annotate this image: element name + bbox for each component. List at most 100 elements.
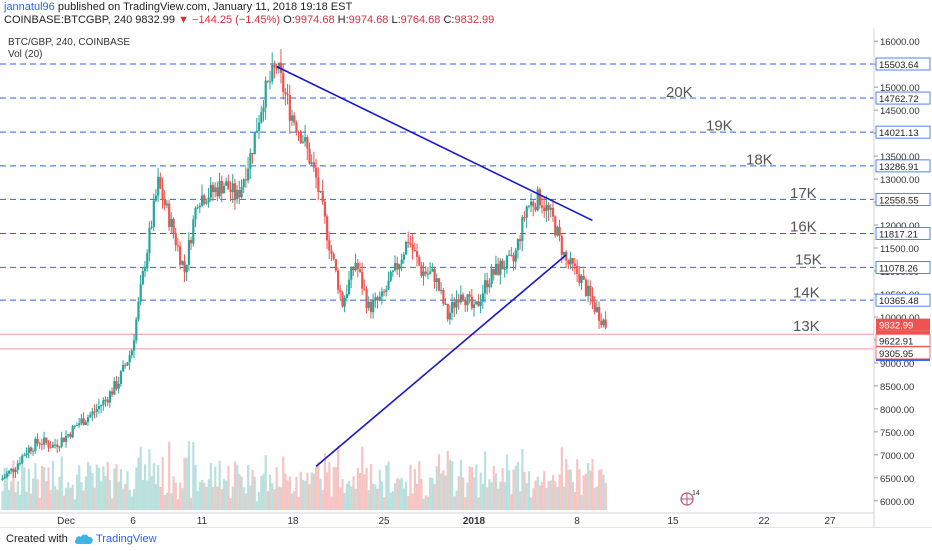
volume-bar bbox=[157, 465, 160, 510]
candle-body bbox=[317, 177, 320, 192]
volume-bar bbox=[326, 472, 329, 510]
volume-bar bbox=[602, 474, 605, 510]
candle-body bbox=[347, 279, 351, 295]
volume-bar bbox=[216, 486, 219, 510]
candle-body bbox=[273, 64, 276, 68]
author-link[interactable]: jannatul96 bbox=[4, 1, 55, 13]
close-label: C: bbox=[443, 14, 455, 26]
candle-body bbox=[231, 183, 234, 193]
tradingview-cloud-icon[interactable] bbox=[74, 532, 94, 546]
volume-bar bbox=[119, 469, 123, 510]
price-marker-tag bbox=[875, 333, 931, 347]
volume-bar bbox=[71, 484, 74, 510]
volume-bar bbox=[139, 446, 142, 510]
tradingview-brand[interactable]: TradingView bbox=[96, 533, 157, 545]
created-with-label: Created with bbox=[6, 533, 68, 545]
volume-bar bbox=[3, 467, 6, 510]
candle-body bbox=[532, 201, 535, 207]
volume-bar bbox=[600, 469, 603, 510]
volume-bar bbox=[18, 494, 22, 510]
candle-body bbox=[249, 153, 252, 169]
candle-body bbox=[593, 302, 596, 312]
candle-body bbox=[554, 216, 557, 236]
volume-bar bbox=[10, 481, 13, 510]
volume-bar bbox=[201, 479, 204, 510]
candle-body bbox=[497, 263, 500, 275]
candle-body bbox=[264, 80, 267, 108]
volume-bar bbox=[130, 496, 134, 510]
volume-bar bbox=[536, 476, 539, 510]
volume-bar bbox=[288, 476, 291, 510]
volume-bar bbox=[361, 446, 364, 510]
chart-header: jannatul96 published on TradingView.com,… bbox=[0, 0, 932, 28]
volume-bar bbox=[451, 461, 454, 510]
volume-bar bbox=[521, 448, 524, 510]
candle-body bbox=[242, 179, 245, 187]
volume-bar bbox=[106, 461, 109, 510]
candle-body bbox=[282, 73, 285, 93]
candle-body bbox=[523, 217, 526, 219]
volume-bar bbox=[165, 492, 169, 510]
candle-body bbox=[330, 250, 333, 254]
time-axis[interactable]: Dec 6 11 18 25 2018 8 15 22 27 bbox=[0, 512, 874, 527]
volume-bar bbox=[168, 441, 171, 510]
price-axis[interactable]: 6000.00 6500.00 7000.00 7500.00 8000.00 8500.… bbox=[873, 28, 932, 527]
candle-body bbox=[492, 268, 495, 275]
volume-bar bbox=[582, 475, 585, 510]
candle-body bbox=[247, 168, 250, 181]
price-chart[interactable]: 20K 19K 18K 17K 16K 15K 14K 13K 6000.00 6500.00 7… bbox=[0, 28, 932, 527]
flag-icon[interactable]: 14 bbox=[680, 490, 700, 506]
volume-bar bbox=[347, 481, 351, 510]
candle-body bbox=[429, 271, 432, 274]
volume-bar bbox=[181, 488, 184, 510]
candle-body bbox=[69, 434, 72, 438]
candle-body bbox=[385, 289, 388, 292]
volume-bar bbox=[179, 482, 182, 510]
candle-body bbox=[293, 115, 296, 123]
price-tick-label: 12000.00 bbox=[880, 221, 920, 232]
candle-body bbox=[411, 244, 414, 250]
volume-bar bbox=[220, 488, 223, 510]
volume-bar bbox=[266, 490, 270, 510]
volume-bar bbox=[170, 493, 173, 510]
candle-body bbox=[571, 258, 574, 264]
volume-bar bbox=[174, 482, 177, 510]
volume-bar bbox=[486, 487, 489, 510]
volume-bar bbox=[209, 462, 212, 510]
volume-bar bbox=[457, 476, 460, 510]
candle-body bbox=[584, 279, 588, 296]
volume-bar bbox=[196, 491, 199, 510]
level-price-tag bbox=[875, 91, 931, 105]
trendline-support[interactable] bbox=[315, 254, 567, 467]
candle-body bbox=[7, 470, 11, 474]
volume-bar bbox=[374, 484, 377, 510]
volume-bar bbox=[567, 469, 570, 510]
volume-bar bbox=[73, 499, 76, 510]
candle-body bbox=[174, 233, 177, 246]
level-annotation: 13K bbox=[793, 318, 820, 335]
candle-body bbox=[220, 180, 223, 194]
volume-bar bbox=[541, 481, 544, 510]
candle-body bbox=[376, 297, 379, 301]
time-tick-label: 6 bbox=[130, 516, 136, 527]
volume-bar bbox=[323, 453, 327, 510]
volume-bar bbox=[576, 459, 579, 510]
candle-body bbox=[549, 207, 552, 210]
candle-body bbox=[600, 320, 603, 326]
volume-bar bbox=[422, 498, 425, 510]
volume-bar bbox=[113, 468, 116, 510]
trendline-resistance[interactable] bbox=[276, 65, 593, 222]
candle-body bbox=[277, 62, 280, 70]
volume-bar bbox=[426, 496, 430, 510]
candle-body bbox=[170, 218, 173, 227]
trend-lines[interactable] bbox=[276, 65, 593, 467]
candle-body bbox=[25, 453, 28, 455]
candle-body bbox=[183, 261, 186, 273]
volume-bar bbox=[538, 485, 542, 510]
volume-bar bbox=[578, 469, 581, 510]
price-marker-tag bbox=[875, 346, 931, 360]
candle-body bbox=[488, 284, 491, 288]
level-price-label: 14762.72 bbox=[879, 94, 919, 105]
volume-bar bbox=[376, 488, 379, 510]
volume-bar bbox=[282, 456, 285, 510]
